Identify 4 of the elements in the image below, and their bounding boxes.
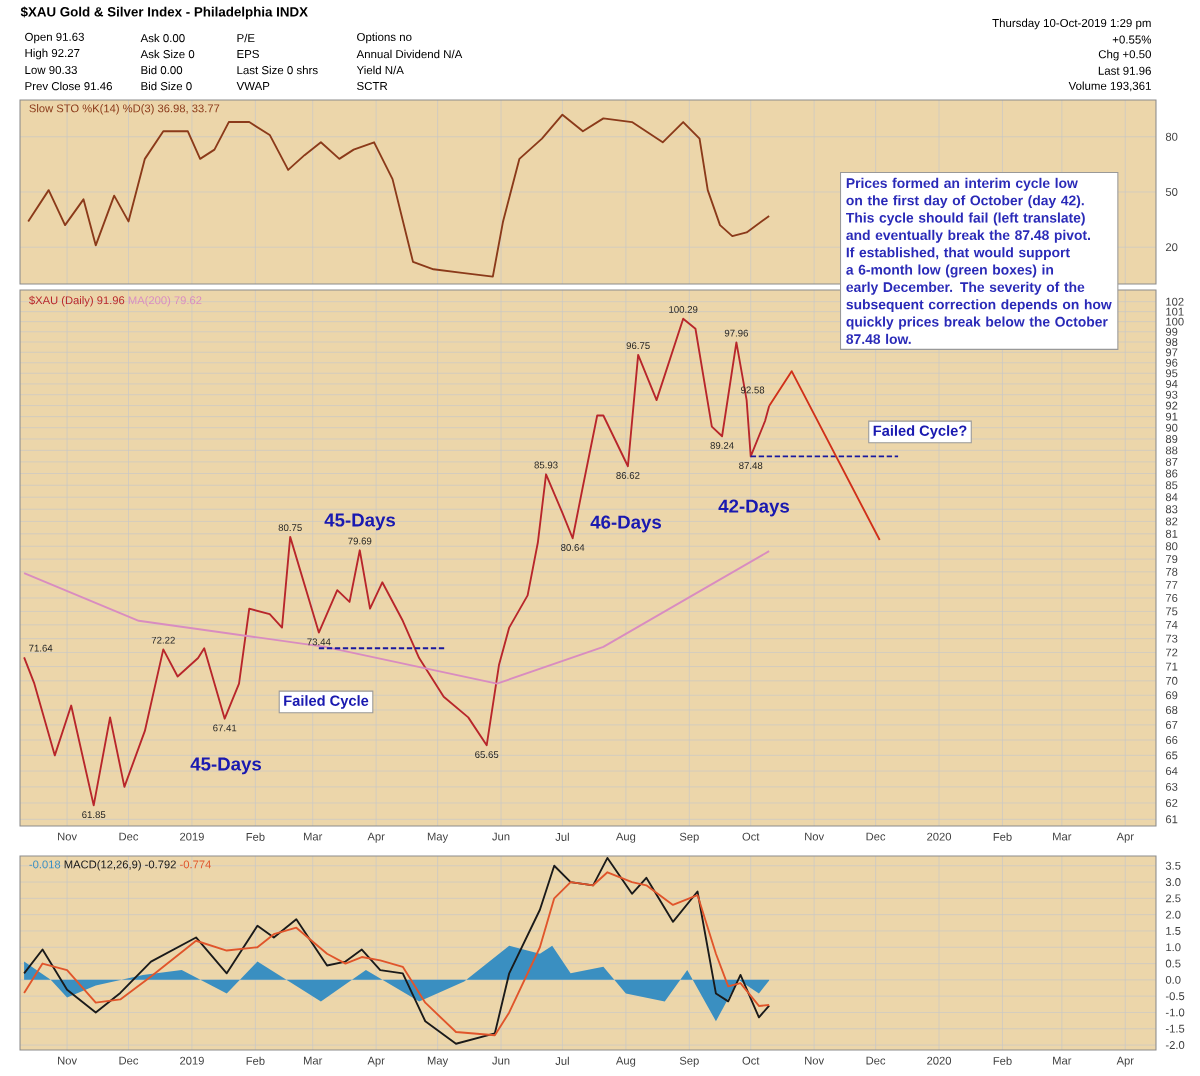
annotation: 45-Days <box>324 513 396 531</box>
annotation: 45-Days <box>190 757 262 775</box>
annotation: 42-Days <box>718 499 790 517</box>
annotation: 46-Days <box>590 515 662 533</box>
